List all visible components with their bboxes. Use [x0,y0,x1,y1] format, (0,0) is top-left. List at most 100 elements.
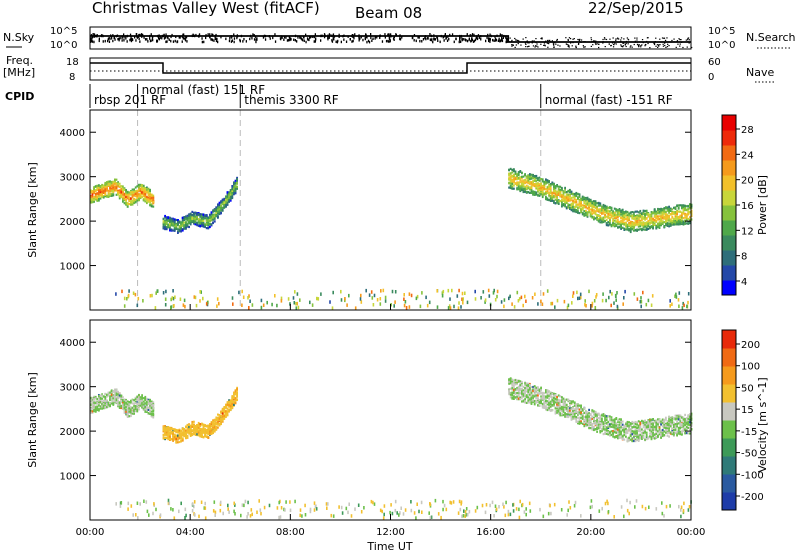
echo-cell [540,191,542,194]
echo-cell [94,400,97,403]
echo-cell [661,208,664,211]
echo-cell [650,212,653,215]
noise-mark [687,37,690,39]
echo-cell [524,190,526,193]
echo-cell [594,212,597,215]
echo-cell [212,431,214,434]
echo-cell [93,191,95,195]
y-tick-label: 4000 [60,128,85,139]
ground-scatter-cell [295,306,298,310]
echo-cell [217,210,219,213]
echo-cell [593,200,595,203]
noise-mark [465,39,467,42]
noise-mark [288,36,290,39]
echo-cell [138,408,140,411]
echo-cell [644,218,646,221]
noise-mark [501,36,503,40]
echo-cell [91,402,94,405]
noise-mark [281,36,283,39]
echo-cell [610,224,613,227]
echo-cell [517,187,520,190]
echo-cell [677,217,680,221]
echo-cell [543,187,546,190]
echo-cell [607,212,610,216]
echo-cell [212,424,214,427]
echo-cell [599,217,602,220]
noise-mark [575,46,577,49]
noise-mark [527,46,529,48]
ground-scatter-cell [231,296,234,300]
echo-cell [650,215,653,218]
echo-cell [668,207,670,210]
echo-cell [516,173,518,176]
echo-cell [677,207,680,210]
ground-scatter-cell [671,302,673,306]
echo-cell [152,406,155,409]
echo-cell [130,197,132,200]
echo-cell [177,231,179,234]
ground-scatter-cell [460,305,462,309]
echo-cell [122,185,124,188]
echo-cell [134,405,137,408]
echo-cell [513,187,515,190]
noise-mark [548,43,550,45]
echo-cell [594,202,597,205]
echo-cell [628,222,630,225]
echo-cell [636,217,638,220]
echo-cell [665,221,667,224]
noise-mark [489,40,491,43]
echo-cell [687,210,690,213]
echo-cell [652,211,654,214]
ground-scatter-cell [453,304,455,309]
echo-cell [114,182,116,185]
echo-cell [661,216,664,219]
echo-cell [150,402,153,405]
echo-cell [681,207,683,210]
echo-cell [205,215,208,218]
echo-cell [180,439,182,442]
echo-cell [210,217,213,220]
echo-cell [620,216,622,219]
echo-cell [133,198,135,201]
echo-cell [655,210,658,213]
noise-mark [516,39,519,41]
echo-cell [172,218,174,221]
ground-scatter-cell [280,296,283,301]
echo-cell [548,180,550,183]
echo-cell [178,435,181,438]
echo-cell [118,394,121,397]
echo-cell [197,221,200,224]
echo-cell [217,208,219,212]
echo-cell [668,215,670,218]
noise-mark [429,33,431,36]
echo-cell [653,218,656,221]
echo-cell [618,221,621,224]
noise-mark [320,39,322,42]
echo-cell [152,205,155,208]
echo-cell [217,207,219,210]
echo-cell [628,212,630,215]
noise-mark [663,37,665,39]
noise-mark [540,37,542,40]
ground-scatter-cell [296,301,298,306]
echo-cell [118,197,121,200]
echo-cell [617,211,619,214]
noise-mark [644,45,646,47]
ground-scatter-cell [542,292,545,296]
echo-cell [197,425,200,428]
echo-cell [185,227,187,230]
nsky-label: N.Sky [3,31,35,44]
noise-mark [596,43,598,45]
echo-cell [196,215,198,218]
noise-mark [630,45,632,47]
echo-cell [671,208,674,211]
echo-cell [147,193,150,196]
echo-cell [631,222,634,225]
echo-cell [225,199,227,202]
echo-cell [212,213,214,216]
echo-cell [101,192,103,195]
echo-cell [218,416,221,419]
echo-cell [194,223,197,226]
echo-cell [682,212,685,215]
echo-cell [669,209,672,212]
